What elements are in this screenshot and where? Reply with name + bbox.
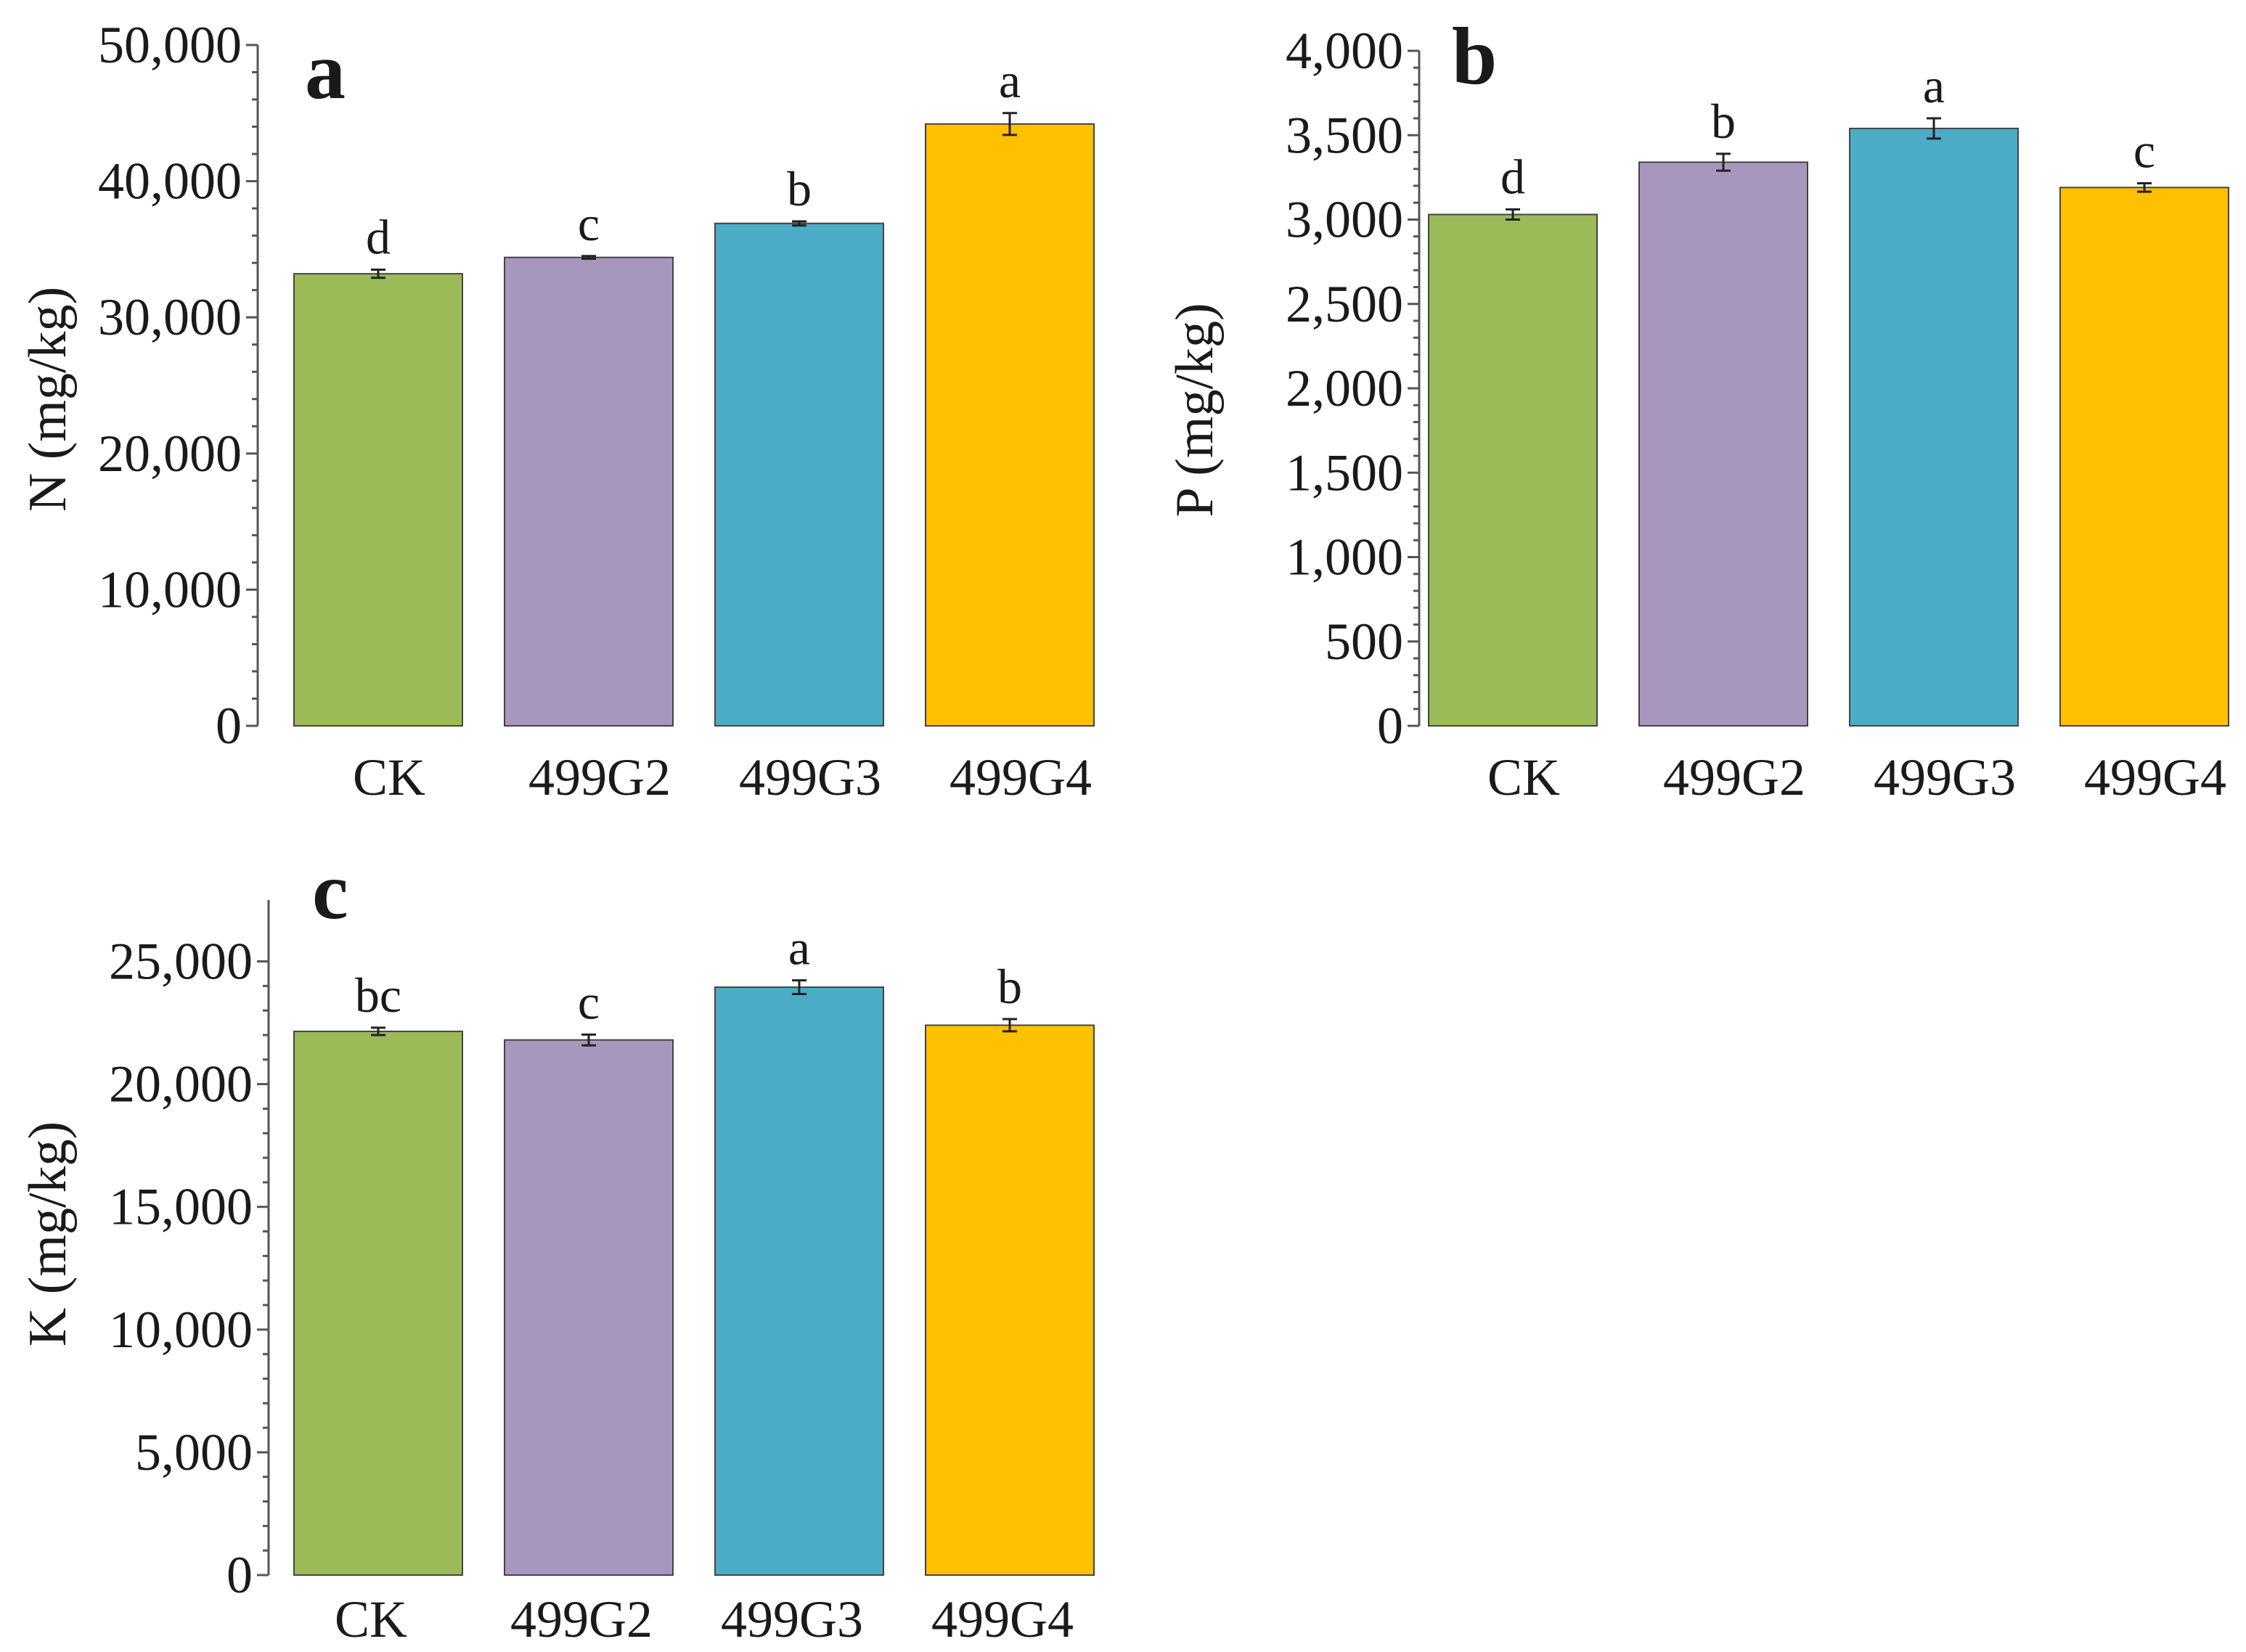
y-tick-label-c: 20,000	[109, 1055, 253, 1113]
bar-a-499g2	[504, 256, 674, 727]
y-tick-label-a: 50,000	[98, 16, 242, 74]
x-category-label-c: 499G3	[721, 1590, 863, 1648]
y-tick-label-c: 5,000	[135, 1423, 253, 1481]
panel-b: b P (mg/kg) 0 500 1,000 1,500 2,000 2,500 3,00…	[1165, 12, 2229, 806]
x-category-label-a: 499G3	[739, 748, 881, 806]
y-tick-label-b: 2,500	[1286, 275, 1403, 333]
y-ticks-b: 0 500 1,000 1,500 2,000 2,500 3,000 3,500 4,000	[1286, 22, 1419, 755]
y-tick-label-b: 3,500	[1286, 106, 1403, 164]
x-category-label-b: CK	[1487, 748, 1560, 806]
x-category-label-a: CK	[353, 748, 425, 806]
bar-b-499g4	[2059, 187, 2229, 727]
significance-label-c: b	[997, 959, 1022, 1014]
y-tick-label-b: 1,000	[1286, 528, 1403, 586]
bar-c-499g3	[714, 986, 884, 1576]
significance-label-a: d	[366, 210, 391, 265]
x-category-label-b: 499G2	[1663, 748, 1805, 806]
y-tick-label-c: 15,000	[109, 1178, 253, 1236]
panel-a: a N (mg/kg) 0 10,000 20,000 30,000 40,000 50,…	[18, 16, 1095, 806]
bar-c-499g2	[504, 1039, 674, 1577]
axes-c	[260, 900, 270, 1577]
y-tick-label-a: 20,000	[98, 425, 242, 483]
significance-label-a: b	[787, 161, 812, 216]
y-tick-label-b: 0	[1377, 697, 1403, 755]
significance-label-c: c	[578, 974, 600, 1029]
x-category-label-c: 499G4	[931, 1590, 1074, 1648]
y-axis-title-a: N (mg/kg)	[18, 287, 78, 512]
bar-c-499g4	[925, 1024, 1095, 1577]
bar-b-499g2	[1638, 161, 1808, 727]
x-category-label-a: 499G2	[528, 748, 671, 806]
y-tick-label-b: 2,000	[1286, 359, 1403, 417]
significance-label-b: b	[1711, 94, 1736, 149]
bar-a-499g4	[925, 123, 1095, 727]
y-tick-label-a: 30,000	[98, 288, 242, 346]
bars-a: d CK c 499G2 b 499G3 a 499G4	[293, 53, 1095, 806]
y-ticks-a: 0 10,000 20,000 30,000 40,000 50,000	[98, 16, 258, 755]
y-tick-label-b: 500	[1325, 613, 1403, 671]
y-axis-title-b: P (mg/kg)	[1165, 303, 1225, 517]
y-tick-label-b: 3,000	[1286, 191, 1403, 249]
bar-a-499g3	[714, 222, 884, 727]
x-category-label-c: 499G2	[510, 1590, 653, 1648]
x-category-label-a: 499G4	[950, 748, 1092, 806]
panel-c: c K (mg/kg) 0 5,000 10,000 15,000 20,000 25,0…	[18, 846, 1095, 1648]
significance-label-a: c	[578, 196, 600, 251]
x-category-label-b: 499G4	[2084, 748, 2226, 806]
significance-label-c: bc	[355, 968, 401, 1023]
y-tick-label-b: 1,500	[1286, 443, 1403, 502]
x-category-label-c: CK	[335, 1590, 407, 1648]
significance-label-a: a	[999, 53, 1021, 108]
bar-b-ck	[1428, 213, 1598, 727]
significance-label-b: a	[1923, 58, 1945, 113]
bar-a-ck	[293, 273, 463, 727]
x-category-label-b: 499G3	[1874, 748, 2016, 806]
y-tick-label-c: 0	[226, 1546, 253, 1604]
significance-label-b: c	[2133, 123, 2155, 179]
y-tick-label-c: 10,000	[109, 1301, 253, 1359]
bars-b: d CK b 499G2 a 499G3 c 499G4	[1428, 58, 2229, 806]
panel-letter-b: b	[1452, 12, 1497, 102]
axes-b	[1410, 51, 1421, 727]
y-tick-label-c: 25,000	[109, 933, 253, 991]
y-ticks-c: 0 5,000 10,000 15,000 20,000 25,000	[109, 933, 269, 1604]
y-tick-label-a: 40,000	[98, 152, 242, 210]
significance-label-b: d	[1500, 150, 1525, 205]
significance-label-c: a	[788, 920, 810, 976]
y-tick-label-a: 10,000	[98, 560, 242, 618]
axes-a	[249, 45, 259, 727]
y-axis-title-c: K (mg/kg)	[18, 1121, 78, 1346]
panel-letter-c: c	[312, 846, 348, 936]
y-tick-label-a: 0	[216, 697, 242, 755]
panel-letter-a: a	[305, 26, 346, 116]
bars-c: bc CK c 499G2 a 499G3 b 499G4	[293, 920, 1095, 1648]
bar-b-499g3	[1849, 127, 2019, 727]
y-tick-label-b: 4,000	[1286, 22, 1403, 80]
bar-c-ck	[293, 1030, 463, 1576]
